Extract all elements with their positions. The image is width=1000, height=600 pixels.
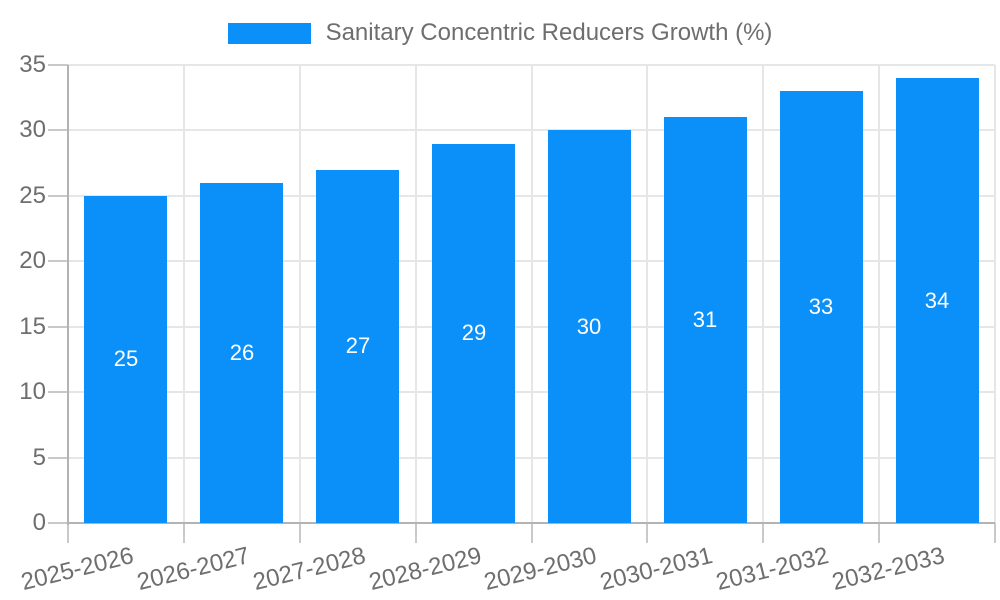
y-tick-label: 5 — [32, 443, 46, 471]
bar[interactable] — [896, 78, 979, 523]
legend: Sanitary Concentric Reducers Growth (%) — [0, 20, 1000, 46]
x-axis-tick — [298, 523, 301, 543]
bar-value-label: 29 — [461, 320, 487, 345]
y-tick-label: 35 — [19, 51, 46, 78]
y-axis-tick — [48, 325, 68, 328]
x-axis-tick — [762, 523, 765, 543]
y-axis-tick — [48, 194, 68, 197]
x-gridline — [414, 65, 417, 523]
x-axis-tick — [530, 523, 533, 543]
bar-value-label: 25 — [113, 346, 139, 371]
bar-value-label: 31 — [692, 307, 718, 332]
y-tick-label: 20 — [19, 247, 46, 275]
x-axis-tick — [994, 523, 996, 543]
bar[interactable] — [548, 130, 631, 523]
x-axis-tick — [67, 523, 69, 543]
x-gridline — [878, 65, 881, 523]
y-axis-tick — [48, 391, 68, 394]
x-gridline — [530, 65, 533, 523]
y-tick-label: 25 — [19, 181, 46, 209]
x-gridline — [298, 65, 301, 523]
x-gridline — [994, 65, 996, 523]
y-axis-tick — [48, 456, 68, 459]
x-axis-tick — [414, 523, 417, 543]
bar-value-label: 34 — [924, 288, 950, 313]
x-gridline — [182, 65, 185, 523]
y-axis-tick — [48, 64, 68, 66]
y-tick-label: 0 — [32, 509, 46, 536]
x-axis-tick — [646, 523, 649, 543]
bar[interactable] — [432, 143, 515, 523]
bar[interactable] — [84, 195, 167, 523]
bar-value-label: 33 — [808, 294, 834, 319]
y-tick-label: 30 — [19, 116, 46, 144]
bar[interactable] — [200, 182, 283, 523]
bar[interactable] — [664, 117, 747, 523]
bar-value-label: 27 — [345, 333, 371, 358]
bar[interactable] — [316, 169, 399, 523]
bar-value-label: 30 — [576, 314, 602, 339]
x-axis-tick — [878, 523, 881, 543]
y-axis-line — [67, 65, 69, 525]
y-tick-label: 15 — [19, 312, 46, 340]
x-gridline — [762, 65, 765, 523]
x-gridline — [646, 65, 649, 523]
y-axis-tick — [48, 260, 68, 263]
x-axis-line — [68, 522, 995, 524]
bar-value-label: 26 — [229, 340, 255, 365]
legend-label: Sanitary Concentric Reducers Growth (%) — [325, 19, 773, 46]
bar[interactable] — [780, 91, 863, 523]
x-axis-tick — [182, 523, 185, 543]
y-axis-tick — [48, 129, 68, 132]
y-tick-label: 10 — [19, 378, 46, 406]
legend-swatch — [227, 22, 311, 44]
y-axis-tick — [48, 522, 68, 524]
